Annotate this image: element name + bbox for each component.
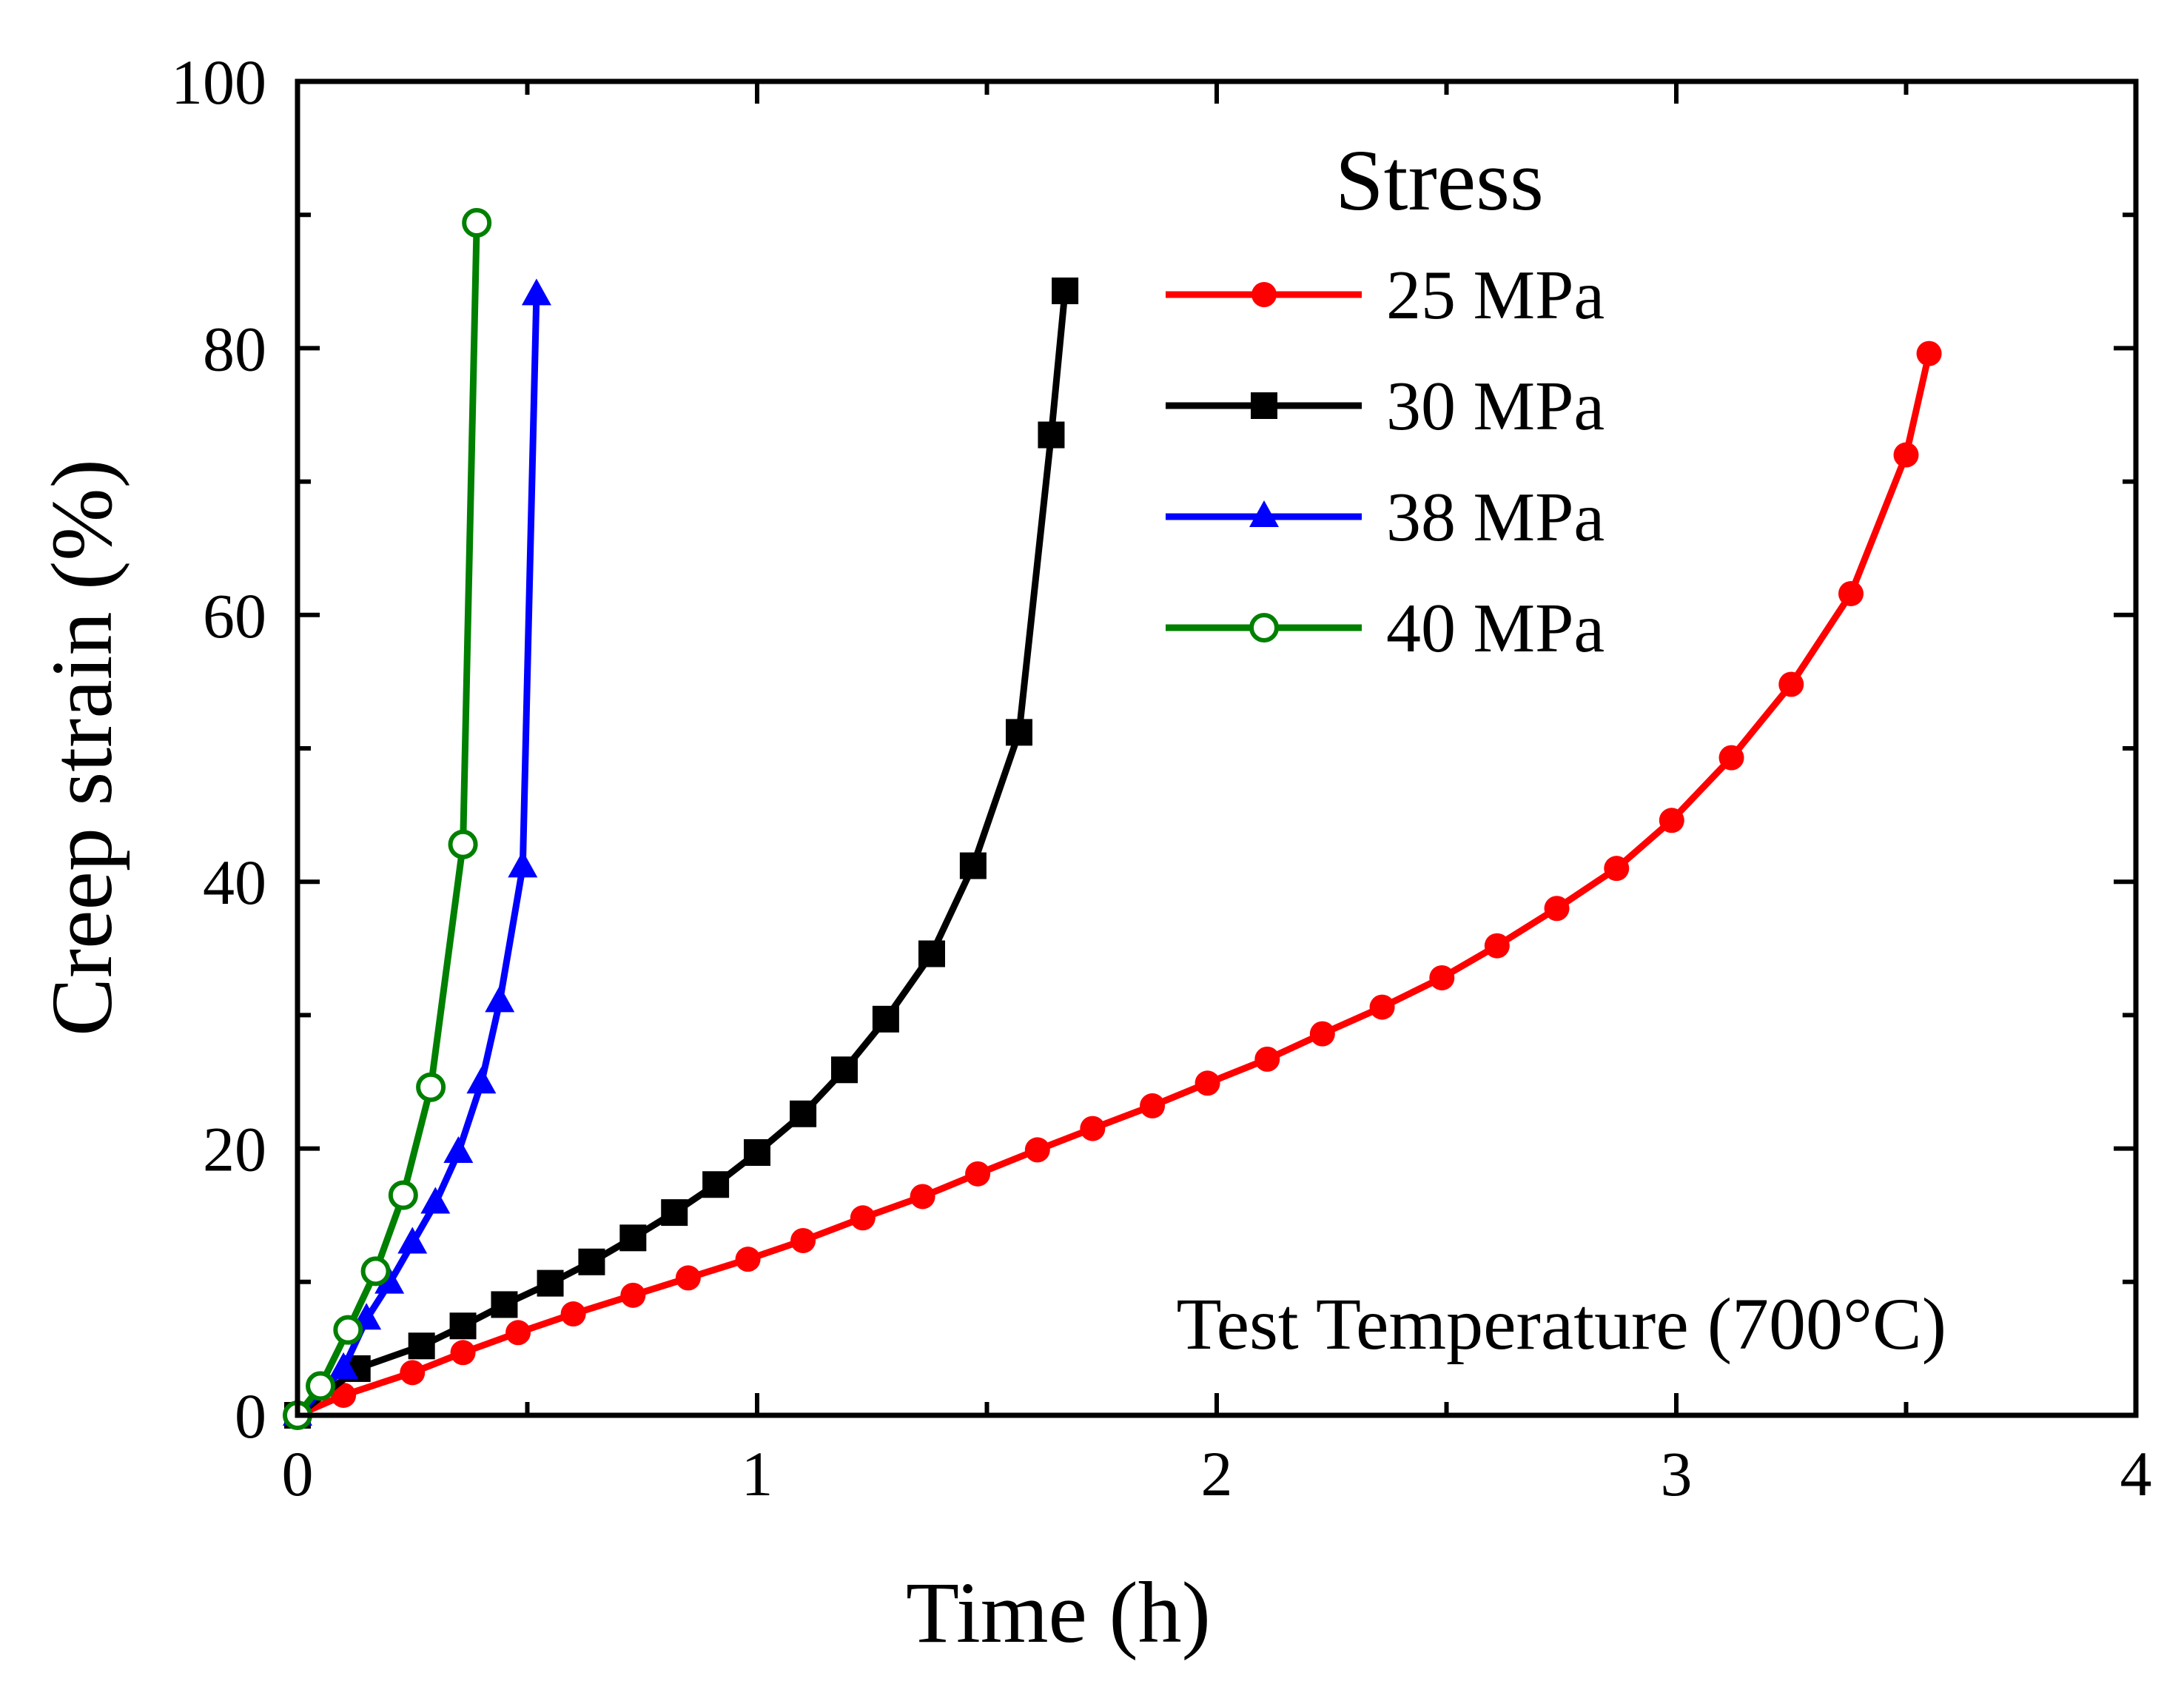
- data-point-30-mpa: [959, 852, 987, 879]
- data-point-38-mpa: [397, 1227, 428, 1254]
- data-point-25-mpa: [1309, 1021, 1335, 1047]
- data-point-25-mpa: [1254, 1046, 1280, 1072]
- data-point-25-mpa: [1893, 442, 1919, 468]
- legend-entry-40-mpa: 40 MPa: [1166, 590, 1605, 667]
- data-point-30-mpa: [449, 1312, 477, 1340]
- data-point-25-mpa: [1778, 671, 1804, 697]
- test-temperature-annotation: Test Temperature (700°C): [1177, 1283, 1946, 1365]
- series-line-40-mpa: [294, 219, 480, 1419]
- data-point-25-mpa: [1838, 580, 1864, 606]
- data-point-38-mpa: [329, 1352, 359, 1379]
- data-point-25-mpa: [1140, 1093, 1166, 1118]
- data-point-30-mpa: [408, 1332, 435, 1360]
- data-point-30-mpa: [744, 1139, 770, 1167]
- data-point-30-mpa: [1005, 719, 1032, 746]
- data-point-38-mpa: [521, 278, 551, 306]
- data-point-25-mpa: [735, 1247, 761, 1272]
- data-point-30-mpa: [790, 1100, 817, 1127]
- x-tick-label: 3: [1661, 1438, 1693, 1509]
- legend-label: 38 MPa: [1386, 479, 1605, 556]
- data-point-25-mpa: [850, 1205, 876, 1231]
- x-tick-label: 4: [2120, 1438, 2152, 1509]
- plot-frame: [295, 78, 2139, 1418]
- data-point-30-mpa: [830, 1056, 858, 1084]
- data-point-30-mpa: [702, 1171, 730, 1198]
- data-point-25-mpa: [965, 1161, 991, 1187]
- legend-entry-30-mpa: 30 MPa: [1166, 368, 1605, 445]
- data-point-25-mpa: [1916, 341, 1942, 366]
- data-point-30-mpa: [619, 1224, 647, 1252]
- legend-marker: [1249, 613, 1279, 643]
- data-point-25-mpa: [675, 1265, 701, 1291]
- series-30-mpa: [284, 277, 1079, 1429]
- legend-entry-38-mpa: 38 MPa: [1166, 479, 1605, 556]
- x-axis-title: Time (h): [906, 1564, 1211, 1661]
- data-point-25-mpa: [1429, 965, 1455, 990]
- legend-title: Stress: [1335, 132, 1544, 229]
- legend-label: 30 MPa: [1386, 368, 1605, 445]
- data-point-25-mpa: [560, 1301, 586, 1327]
- data-point-30-mpa: [918, 940, 945, 967]
- data-point-25-mpa: [620, 1282, 646, 1308]
- y-axis-title: Creep strain (%): [33, 459, 130, 1036]
- data-point-25-mpa: [450, 1340, 476, 1366]
- data-point-25-mpa: [1195, 1070, 1220, 1096]
- data-point-38-mpa: [443, 1136, 474, 1164]
- data-point-30-mpa: [537, 1269, 564, 1297]
- data-point-40-mpa: [333, 1315, 363, 1345]
- data-point-25-mpa: [1659, 808, 1684, 833]
- data-point-38-mpa: [466, 1067, 497, 1094]
- data-point-38-mpa: [485, 985, 515, 1013]
- legend: Stress 25 MPa 30 MPa 38 MPa 40 MPa: [1166, 132, 1605, 667]
- series-line-25-mpa: [294, 350, 1932, 1419]
- y-tick-label: 40: [203, 847, 266, 918]
- data-point-40-mpa: [448, 829, 478, 859]
- legend-entry-25-mpa: 25 MPa: [1166, 257, 1605, 334]
- x-tick-label: 2: [1201, 1438, 1233, 1509]
- series-38-mpa: [283, 278, 551, 1426]
- x-tick-label: 0: [282, 1438, 314, 1509]
- legend-marker: [1249, 500, 1279, 527]
- data-point-25-mpa: [1718, 745, 1744, 771]
- data-point-25-mpa: [1604, 856, 1630, 882]
- data-point-30-mpa: [1052, 277, 1079, 304]
- legend-marker: [1251, 282, 1277, 307]
- legend-label: 25 MPa: [1386, 257, 1605, 334]
- data-point-25-mpa: [1024, 1137, 1050, 1163]
- data-point-25-mpa: [1369, 994, 1395, 1020]
- series-layer: [283, 208, 1942, 1430]
- data-point-40-mpa: [388, 1180, 418, 1210]
- y-tick-label: 100: [171, 47, 266, 118]
- y-tick-label: 60: [203, 580, 266, 651]
- data-point-25-mpa: [1080, 1116, 1106, 1141]
- data-point-30-mpa: [491, 1291, 518, 1318]
- y-tick-label: 80: [203, 313, 266, 384]
- data-point-30-mpa: [578, 1248, 605, 1275]
- data-point-40-mpa: [416, 1072, 446, 1102]
- data-point-40-mpa: [360, 1256, 391, 1287]
- data-point-30-mpa: [872, 1005, 899, 1033]
- data-point-30-mpa: [1038, 421, 1065, 449]
- data-point-25-mpa: [400, 1360, 426, 1386]
- data-point-25-mpa: [1544, 896, 1570, 922]
- series-40-mpa: [283, 208, 492, 1430]
- data-point-25-mpa: [910, 1184, 935, 1210]
- data-point-38-mpa: [420, 1187, 451, 1214]
- data-point-25-mpa: [505, 1320, 531, 1346]
- data-point-25-mpa: [1484, 933, 1510, 959]
- x-tick-label: 1: [742, 1438, 773, 1509]
- data-point-40-mpa: [306, 1371, 336, 1401]
- data-point-25-mpa: [331, 1382, 357, 1408]
- data-point-25-mpa: [790, 1227, 816, 1253]
- data-point-38-mpa: [508, 851, 538, 878]
- legend-marker: [1251, 392, 1277, 419]
- data-point-30-mpa: [661, 1199, 688, 1227]
- y-tick-label: 20: [203, 1114, 266, 1185]
- data-point-40-mpa: [462, 208, 492, 238]
- legend-label: 40 MPa: [1386, 590, 1605, 667]
- data-point-38-mpa: [374, 1267, 405, 1294]
- y-tick-label: 0: [235, 1381, 266, 1452]
